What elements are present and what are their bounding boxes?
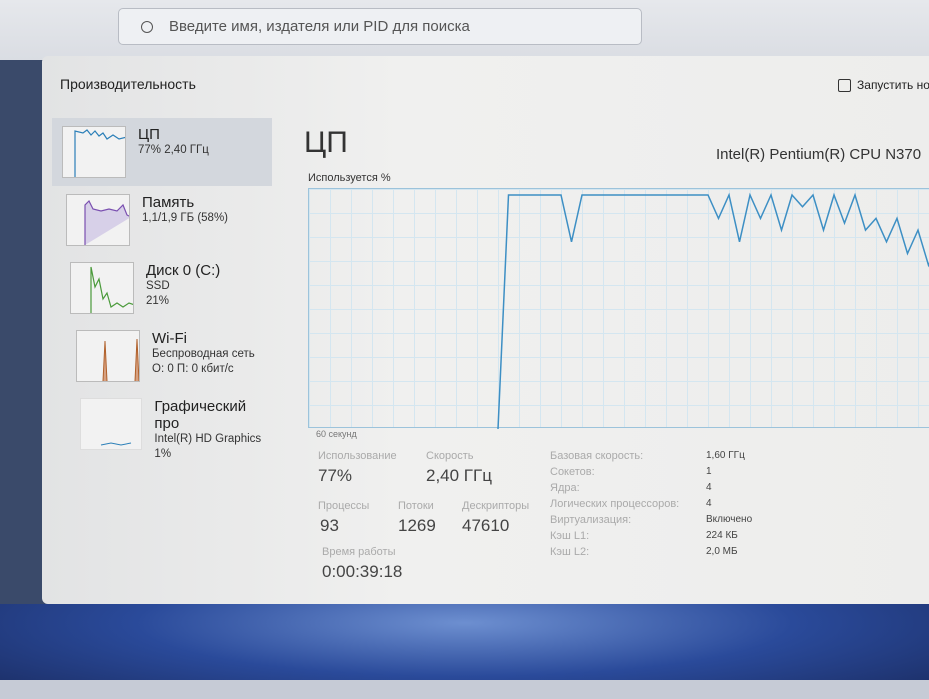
spec-value: 2,0 МБ — [706, 546, 738, 557]
graph-label: Используется % — [308, 172, 391, 184]
processes-label: Процессы — [318, 500, 370, 512]
time-span-label: 60 секунд — [316, 429, 357, 439]
search-placeholder: Введите имя, издателя или PID для поиска — [169, 18, 470, 35]
sidebar-item-cpu[interactable]: ЦП 77% 2,40 ГГц — [52, 118, 272, 186]
sidebar-item-label: Диск 0 (C:) — [146, 262, 221, 279]
taskbar — [0, 680, 929, 699]
sidebar-item-sub: Intel(R) HD Graphics — [154, 433, 262, 445]
sidebar-item-label: Графический про — [154, 398, 247, 432]
cpu-usage-line-svg — [497, 192, 929, 430]
spec-label: Кэш L1: — [550, 530, 590, 542]
gpu-thumbnail — [80, 398, 143, 450]
sidebar-item-sub: 1% — [154, 448, 172, 460]
processes-value: 93 — [320, 516, 339, 535]
sidebar: ЦП 77% 2,40 ГГц Память 1,1/1,9 ГБ (58%) Ди… — [52, 118, 272, 460]
spec-label: Логических процессоров: — [550, 498, 680, 510]
task-manager-window: Производительность Запустить нову ЦП77% … — [42, 56, 929, 604]
sidebar-item-wifi[interactable]: Wi-Fi Беспроводная сеть О: 0 П: 0 кбит/с — [52, 322, 272, 390]
cpu-heading: ЦП — [304, 126, 348, 159]
run-new-task-label: Запустить нову — [857, 78, 929, 92]
sidebar-item-sub: Беспроводная сеть — [152, 348, 255, 360]
search-icon — [141, 20, 153, 33]
spec-value: 4 — [706, 482, 712, 493]
uptime-value: 0:00:39:18 — [322, 562, 403, 581]
sidebar-item-sub: О: 0 П: 0 кбит/с — [152, 363, 234, 375]
sidebar-item-sub: 77% 2,40 ГГц — [138, 144, 209, 156]
speed-value: 2,40 ГГц — [426, 466, 492, 485]
spec-value: 1 — [706, 466, 712, 477]
top-bar: Введите имя, издателя или PID для поиска — [0, 0, 929, 60]
search-input[interactable]: Введите имя, издателя или PID для поиска — [118, 8, 642, 45]
page-title: Производительность — [60, 76, 196, 92]
sidebar-item-label: Wi-Fi — [152, 330, 187, 347]
spec-label: Сокетов: — [550, 466, 595, 478]
cpu-detail-panel: ЦП Intel(R) Pentium(R) CPU N370 Использу… — [304, 126, 929, 581]
threads-value: 1269 — [398, 516, 436, 535]
usage-value: 77% — [318, 466, 353, 485]
spec-value: Включено — [706, 514, 753, 525]
spec-label: Виртуализация: — [550, 514, 632, 526]
threads-label: Потоки — [398, 500, 434, 512]
spec-label: Базовая скорость: — [550, 450, 644, 462]
run-new-task-button[interactable]: Запустить нову — [838, 78, 929, 92]
handles-value: 47610 — [462, 516, 510, 535]
disk-thumbnail — [70, 262, 134, 314]
speed-label: Скорость — [426, 450, 474, 462]
cpu-usage-line — [497, 192, 929, 430]
sidebar-item-gpu[interactable]: Графический про Intel(R) HD Graphics 1% — [52, 390, 272, 460]
new-task-icon — [838, 78, 852, 92]
spec-label: Кэш L2: — [550, 546, 590, 558]
sidebar-item-sub: 1,1/1,9 ГБ (58%) — [142, 212, 229, 224]
uptime-label: Время работы — [322, 546, 396, 558]
spec-label: Ядра: — [550, 482, 580, 494]
sidebar-item-disk[interactable]: Диск 0 (C:) SSD 21% — [52, 254, 272, 322]
cpu-usage-graph — [308, 188, 929, 430]
sidebar-item-memory[interactable]: Память 1,1/1,9 ГБ (58%) — [52, 186, 272, 254]
cpu-thumbnail — [62, 126, 126, 178]
wifi-thumbnail — [76, 330, 140, 382]
sidebar-item-label: Память — [142, 194, 195, 211]
sidebar-item-sub: SSD — [146, 280, 170, 292]
usage-label: Использование — [318, 450, 397, 462]
handles-label: Дескрипторы — [462, 500, 530, 512]
cpu-model: Intel(R) Pentium(R) CPU N370 — [716, 146, 922, 163]
sidebar-item-sub: 21% — [146, 295, 170, 307]
memory-thumbnail — [66, 194, 130, 246]
spec-value: 1,60 ГГц — [706, 450, 745, 461]
sidebar-item-label: ЦП — [138, 126, 160, 143]
spec-value: 4 — [706, 498, 712, 509]
spec-value: 224 КБ — [706, 530, 738, 541]
